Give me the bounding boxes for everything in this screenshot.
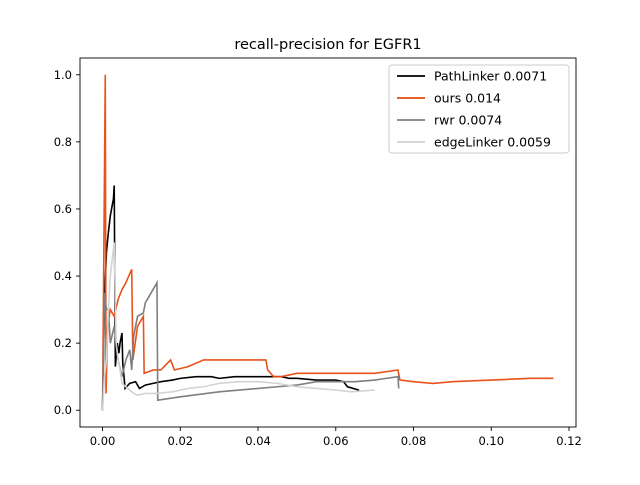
chart-title: recall-precision for EGFR1 bbox=[234, 37, 421, 53]
axes-layer bbox=[79, 57, 577, 428]
legend-label-3: edgeLinker 0.0059 bbox=[434, 135, 551, 150]
y-tick-label: 1.0 bbox=[54, 68, 72, 82]
x-tick-label: 0.02 bbox=[167, 434, 193, 448]
x-tick-label: 0.08 bbox=[401, 434, 427, 448]
legend-label-0: PathLinker 0.0071 bbox=[434, 69, 547, 84]
y-tick-label: 0.4 bbox=[54, 269, 72, 283]
series-line-1 bbox=[101, 74, 554, 411]
x-tick-label: 0.00 bbox=[90, 434, 116, 448]
legend-label-1: ours 0.014 bbox=[434, 91, 501, 106]
x-tick-label: 0.10 bbox=[478, 434, 504, 448]
axes-frame bbox=[79, 57, 577, 428]
x-tick-label: 0.12 bbox=[556, 434, 582, 448]
y-tick-label: 0.0 bbox=[54, 403, 72, 417]
ticks-layer: 0.00 0.02 0.04 0.06 0.08 0.10 0.12 0.0 0.2 0.4 0.6… bbox=[54, 68, 582, 448]
series-layer bbox=[101, 74, 554, 411]
y-tick-label: 0.6 bbox=[54, 202, 72, 216]
legend-box bbox=[388, 64, 570, 154]
series-line-3 bbox=[101, 242, 375, 411]
series-line-0 bbox=[101, 185, 360, 411]
legend: PathLinker 0.0071 ours 0.014 rwr 0.0074 edg… bbox=[388, 64, 570, 154]
x-tick-label: 0.04 bbox=[245, 434, 271, 448]
x-tick-label: 0.06 bbox=[323, 434, 349, 448]
legend-label-2: rwr 0.0074 bbox=[434, 113, 502, 128]
y-tick-label: 0.8 bbox=[54, 135, 72, 149]
series-line-2 bbox=[101, 279, 400, 411]
y-tick-label: 0.2 bbox=[54, 336, 72, 350]
